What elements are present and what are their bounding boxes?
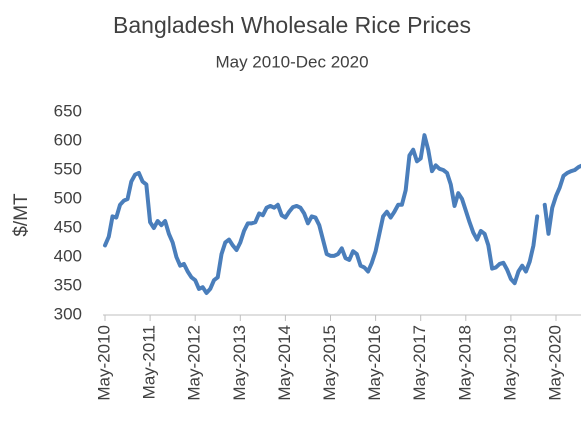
x-tick-label: May-2018: [455, 325, 474, 401]
chart-title: Bangladesh Wholesale Rice Prices: [113, 12, 471, 38]
y-tick-label: 350: [54, 275, 82, 294]
y-tick-label: 450: [54, 217, 82, 236]
y-tick-label: 300: [54, 304, 82, 323]
x-tick-label: May-2017: [410, 325, 429, 401]
x-tick-label: May-2019: [500, 325, 519, 401]
x-tick-label: May-2011: [140, 325, 159, 399]
x-tick-label: May-2012: [185, 325, 204, 401]
x-tick-label: May-2010: [94, 325, 113, 401]
chart-subtitle: May 2010-Dec 2020: [215, 52, 368, 71]
y-tick-label: 400: [54, 246, 82, 265]
line-series: [103, 133, 581, 295]
y-tick-label: 600: [54, 130, 82, 149]
x-tick-label: May-2016: [365, 325, 384, 401]
y-axis-label: $/MT: [11, 193, 32, 237]
x-tick-label: May-2014: [275, 325, 294, 401]
y-tick-label: 550: [54, 159, 82, 178]
x-tick-label: May-2013: [230, 325, 249, 401]
x-tick-label: May-2015: [320, 325, 339, 401]
y-tick-label: 650: [54, 101, 82, 120]
x-tick-label: May-2020: [545, 325, 564, 401]
y-tick-label: 500: [54, 188, 82, 207]
